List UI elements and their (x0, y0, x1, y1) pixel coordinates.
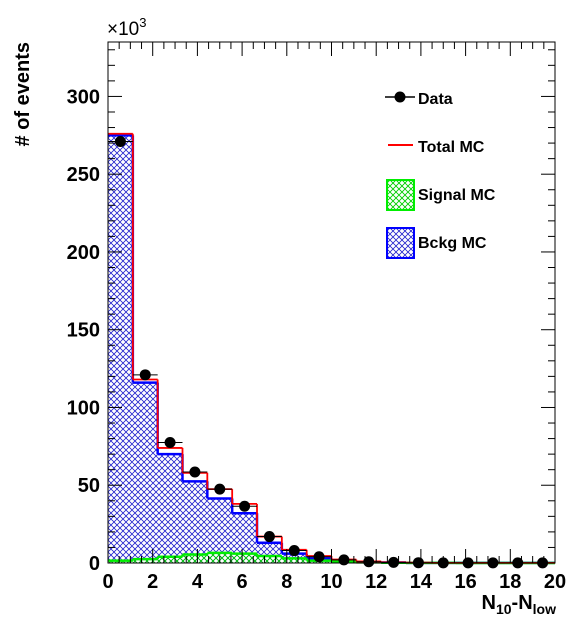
data-point (139, 369, 151, 381)
y-tick-label: 200 (67, 242, 100, 264)
data-point (363, 556, 375, 568)
x-tick-label: 10 (320, 571, 342, 593)
data-point (288, 545, 300, 557)
signal-mc-bar (232, 553, 258, 563)
x-axis-title: N10-Nlow (482, 592, 557, 617)
x-tick-label: 20 (544, 571, 566, 593)
data-point (214, 483, 226, 495)
data-point (313, 551, 325, 563)
y-tick-label: 0 (89, 553, 100, 575)
y-tick-label: 50 (78, 475, 100, 497)
signal-mc-bar (281, 558, 307, 563)
legend-entry-bckg-mc: Bckg MC (386, 227, 487, 259)
data-point (164, 436, 176, 448)
x-tick-label: 18 (499, 571, 521, 593)
legend-label-signal-mc: Signal MC (418, 187, 496, 204)
signal-mc-bar (157, 556, 183, 563)
signal-mc-bar (182, 554, 208, 563)
x-tick-label: 0 (102, 571, 113, 593)
legend: Data Total MC Signal MC Bckg MC (385, 91, 496, 259)
data-point (263, 531, 275, 543)
legend-entry-total-mc: Total MC (388, 139, 485, 156)
y-tick-label: 150 (67, 320, 100, 342)
data-point (114, 136, 126, 148)
legend-entry-signal-mc: Signal MC (386, 179, 496, 211)
y-axis-title: # of events (12, 42, 34, 146)
legend-label-data: Data (418, 91, 453, 108)
x-tick-label: 6 (237, 571, 248, 593)
y-tick-label: 250 (67, 164, 100, 186)
y-exponent-label: ×103 (107, 15, 146, 40)
data-point (239, 500, 251, 512)
x-tick-label: 4 (192, 571, 204, 593)
x-tick-label: 14 (410, 571, 433, 593)
data-point (338, 554, 350, 566)
signal-mc-bar (132, 559, 158, 563)
x-tick-label: 8 (281, 571, 292, 593)
x-tick-label: 2 (147, 571, 158, 593)
y-tick-label: 100 (67, 397, 100, 419)
bckg-mc-bar (108, 135, 133, 564)
bckg-mc-bar (157, 454, 183, 563)
x-tick-label: 16 (454, 571, 476, 593)
bckg-mc-bar (182, 481, 208, 563)
bckg-mc-bar (132, 382, 158, 563)
x-tick-label: 12 (365, 571, 387, 593)
legend-label-bckg-mc: Bckg MC (418, 235, 487, 252)
data-point (189, 466, 201, 478)
signal-mc-bar (257, 556, 282, 563)
y-tick-label: 300 (67, 86, 100, 108)
legend-label-total-mc: Total MC (418, 139, 485, 156)
data-point (388, 556, 400, 568)
legend-entry-data: Data (385, 91, 453, 108)
